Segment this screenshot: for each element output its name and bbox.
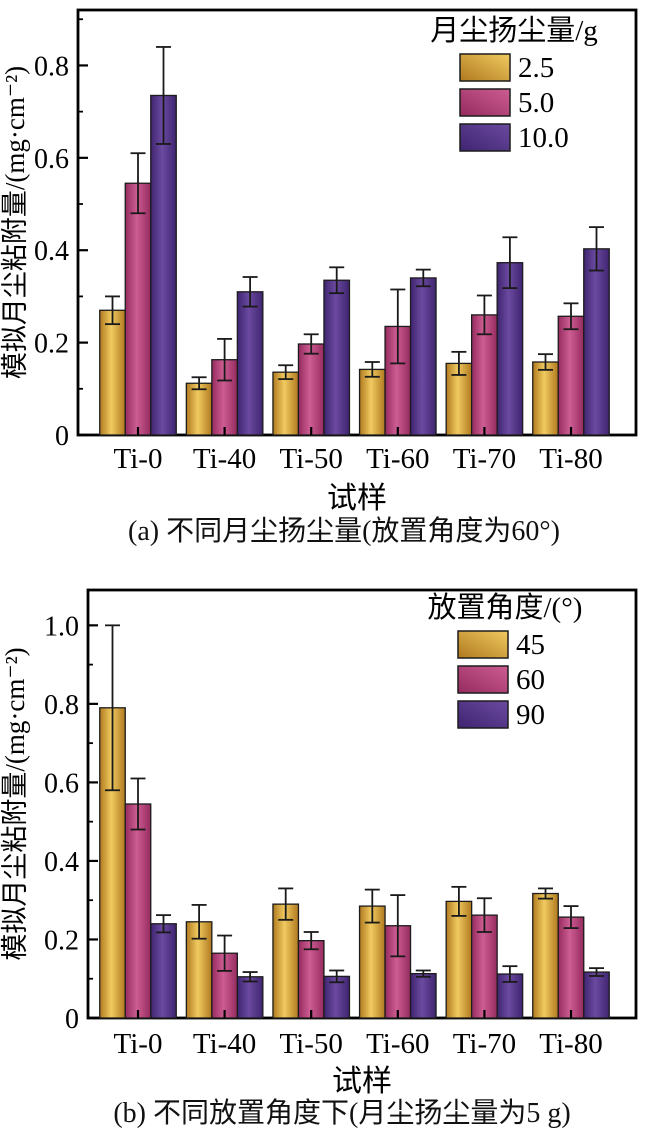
chart-b-caption: (b) 不同放置角度下(月尘扬尘量为5 g) xyxy=(113,1098,571,1129)
x-axis: Ti-0 Ti-40 Ti-50 Ti-60 Ti-70 Ti-80 xyxy=(114,427,603,475)
bar-60-Ti-50 xyxy=(297,939,325,1019)
bar-2.5-Ti-80 xyxy=(532,361,559,436)
error-bars xyxy=(105,624,604,984)
y-tick-label: 0.8 xyxy=(34,51,69,82)
x-tick-label: Ti-50 xyxy=(279,1028,342,1060)
bar-2.5-Ti-0 xyxy=(99,309,126,436)
bar-60-Ti-80 xyxy=(557,916,585,1019)
bar-10.0-Ti-50 xyxy=(323,279,351,436)
y-tick-label: 0.4 xyxy=(44,847,79,878)
legend-title: 放置角度/(°) xyxy=(428,591,583,624)
x-tick-label: Ti-60 xyxy=(366,1028,429,1060)
y-tick-label: 0.2 xyxy=(44,925,79,956)
y-tick-label: 0 xyxy=(55,421,69,452)
y-tick-label: 0.4 xyxy=(34,236,69,267)
bar-chart-a: 00.20.40.60.8Ti-0 Ti-40 Ti-50 Ti-60 Ti-70 Ti-… xyxy=(0,8,638,515)
legend-swatch-pink xyxy=(459,88,511,117)
x-tick-label: Ti-80 xyxy=(539,443,602,475)
plot-frame xyxy=(76,8,638,437)
x-tick-label: Ti-0 xyxy=(114,443,163,475)
figure-b: 0 0.2 0.4 0.6 0.8 1.0 Ti-0 Ti-40 Ti-50 Ti-60 Ti-70… xyxy=(0,557,650,1134)
legend-label: 10.0 xyxy=(518,122,569,154)
bar-2.5-Ti-40 xyxy=(185,382,213,436)
bar-10.0-Ti-0 xyxy=(150,94,177,436)
y-tick-label: 0 xyxy=(65,1004,79,1035)
bar-5.0-Ti-0 xyxy=(124,182,152,436)
bars xyxy=(99,94,610,436)
legend-title: 月尘扬尘量/g xyxy=(430,14,598,47)
error-bars xyxy=(105,46,604,391)
y-tick-label: 0.6 xyxy=(44,768,79,799)
y-tick-label: 0.6 xyxy=(34,144,69,175)
x-tick-label: Ti-0 xyxy=(114,1028,163,1060)
legend-label: 5.0 xyxy=(518,87,554,119)
legend-label: 60 xyxy=(516,664,545,696)
y-tick-label: 0.2 xyxy=(34,329,69,360)
bar-90-Ti-50 xyxy=(323,975,351,1019)
legend-label: 45 xyxy=(516,629,545,661)
y-tick-label: 1.0 xyxy=(44,611,79,642)
y-tick-label: 0.8 xyxy=(44,690,79,721)
bar-90-Ti-60 xyxy=(409,972,437,1019)
x-axis-title: 试样 xyxy=(332,1065,392,1097)
x-tick-label: Ti-50 xyxy=(279,443,342,475)
bar-90-Ti-80 xyxy=(583,971,610,1019)
bar-10.0-Ti-40 xyxy=(236,291,264,436)
bar-10.0-Ti-70 xyxy=(496,262,524,436)
bar-5.0-Ti-50 xyxy=(297,343,325,436)
x-tick-label: Ti-70 xyxy=(453,443,516,475)
legend-swatch-pink xyxy=(457,665,509,694)
bar-2.5-Ti-50 xyxy=(272,371,300,436)
legend-swatch-gold xyxy=(457,630,509,659)
legend-swatch-purple xyxy=(459,123,511,152)
x-axis-title: 试样 xyxy=(327,482,387,515)
bar-45-Ti-70 xyxy=(445,900,473,1019)
x-tick-label: Ti-40 xyxy=(193,443,256,475)
bar-45-Ti-80 xyxy=(532,892,559,1019)
bar-10.0-Ti-60 xyxy=(409,277,437,436)
bars xyxy=(99,707,610,1019)
bar-90-Ti-40 xyxy=(236,976,264,1019)
x-tick-label: Ti-80 xyxy=(539,1028,602,1060)
y-axis-ticks: 0 0.2 0.4 0.6 0.8 1.0 xyxy=(44,611,98,1035)
chart-a-caption: (a) 不同月尘扬尘量(放置角度为60°) xyxy=(128,516,560,547)
bar-60-Ti-0 xyxy=(124,803,152,1019)
legend-label: 90 xyxy=(516,699,545,731)
legend-swatch-purple xyxy=(457,700,509,729)
bar-45-Ti-60 xyxy=(358,905,386,1019)
bar-2.5-Ti-60 xyxy=(358,368,386,436)
legend-swatch-gold xyxy=(459,53,511,82)
y-axis-ticks: 0 0.2 0.4 0.6 0.8 xyxy=(34,18,88,452)
bar-10.0-Ti-80 xyxy=(583,248,610,436)
x-tick-label: Ti-60 xyxy=(366,443,429,475)
figure-a: 0 0.2 0.4 0.6 0.8 Ti-0 Ti-40 Ti-50 Ti-60 Ti-70 Ti-… xyxy=(0,0,650,557)
bar-chart-b: 0 0.2 0.4 0.6 0.8 1.0 Ti-0 Ti-40 Ti-50 Ti-60 Ti-70… xyxy=(0,588,638,1097)
legend: 月尘扬尘量/g 2.55.010.0 xyxy=(430,14,598,154)
bar-90-Ti-0 xyxy=(150,923,177,1019)
y-axis-title: 模拟月尘粘附量/(mg·cm⁻²) xyxy=(0,647,30,960)
y-axis-title: 模拟月尘粘附量/(mg·cm⁻²) xyxy=(0,66,30,379)
x-tick-label: Ti-70 xyxy=(453,1028,516,1060)
x-tick-label: Ti-40 xyxy=(193,1028,256,1060)
bar-45-Ti-50 xyxy=(272,903,300,1019)
x-axis: Ti-0 Ti-40 Ti-50 Ti-60 Ti-70 Ti-80 xyxy=(114,1010,603,1060)
bar-5.0-Ti-80 xyxy=(557,315,585,436)
legend-label: 2.5 xyxy=(518,52,554,84)
